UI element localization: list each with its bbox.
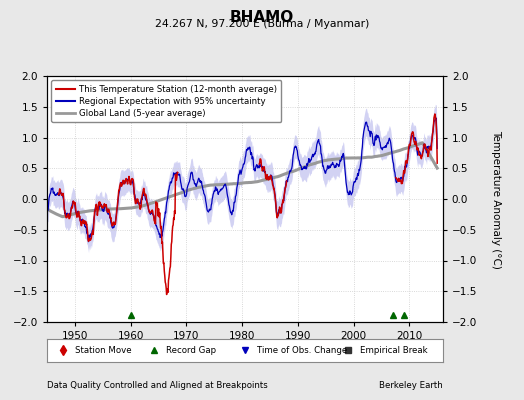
Text: Station Move: Station Move	[75, 346, 132, 355]
Text: Berkeley Earth: Berkeley Earth	[379, 381, 443, 390]
Text: Record Gap: Record Gap	[166, 346, 216, 355]
Text: Empirical Break: Empirical Break	[359, 346, 428, 355]
Text: Data Quality Controlled and Aligned at Breakpoints: Data Quality Controlled and Aligned at B…	[47, 381, 268, 390]
Legend: This Temperature Station (12-month average), Regional Expectation with 95% uncer: This Temperature Station (12-month avera…	[51, 80, 281, 122]
Text: 24.267 N, 97.200 E (Burma / Myanmar): 24.267 N, 97.200 E (Burma / Myanmar)	[155, 19, 369, 29]
Text: BHAMO: BHAMO	[230, 10, 294, 25]
Text: Time of Obs. Change: Time of Obs. Change	[257, 346, 347, 355]
Y-axis label: Temperature Anomaly (°C): Temperature Anomaly (°C)	[491, 130, 501, 268]
